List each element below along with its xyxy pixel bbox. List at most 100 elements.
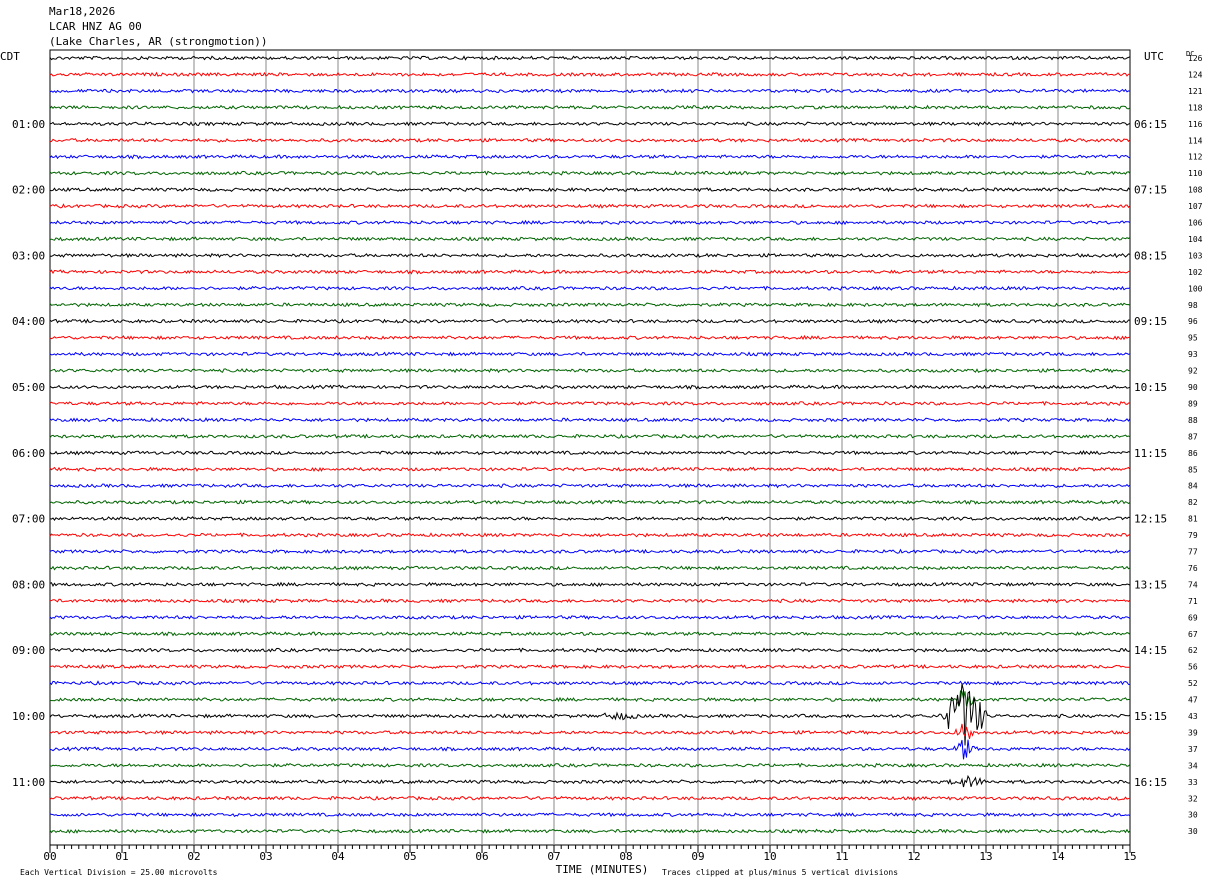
seismic-trace [49, 683, 1131, 746]
x-tick-label: 01 [115, 850, 128, 863]
seismic-trace [49, 466, 1131, 472]
seismic-trace [49, 71, 1130, 77]
x-tick-label: 12 [907, 850, 920, 863]
seismic-trace [49, 795, 1131, 801]
x-tick-label: 02 [187, 850, 200, 863]
dc-value: 39 [1188, 728, 1198, 737]
dc-label: DC [1186, 50, 1194, 58]
utc-hour-label: 15:15 [1134, 710, 1167, 723]
x-tick-label: 03 [259, 850, 272, 863]
seismic-trace [49, 203, 1131, 209]
seismic-trace [49, 104, 1131, 110]
header-station: LCAR HNZ AG 00 [49, 20, 142, 33]
utc-hour-label: 06:15 [1134, 118, 1167, 131]
cdt-hour-label: 03:00 [12, 249, 45, 262]
clip-note: Traces clipped at plus/minus 5 vertical … [662, 868, 898, 877]
dc-value: 100 [1188, 284, 1203, 293]
utc-hour-label: 16:15 [1134, 776, 1167, 789]
cdt-hour-label: 05:00 [12, 381, 45, 394]
cdt-hour-label: 02:00 [12, 184, 45, 197]
seismic-trace [49, 828, 1131, 834]
seismic-trace [49, 285, 1131, 291]
x-tick-label: 09 [691, 850, 704, 863]
seismic-trace [49, 532, 1131, 538]
utc-hour-label: 07:15 [1134, 184, 1167, 197]
seismic-trace [49, 417, 1131, 423]
seismic-trace [49, 723, 1131, 740]
dc-value: 33 [1188, 778, 1198, 787]
dc-value: 74 [1188, 580, 1198, 589]
seismic-trace [49, 318, 1131, 324]
seismic-trace [49, 690, 1131, 707]
seismic-trace [49, 400, 1131, 406]
utc-hour-label: 14:15 [1134, 644, 1167, 657]
seismic-trace [49, 499, 1131, 505]
dc-value: 85 [1188, 465, 1198, 474]
dc-value: 43 [1188, 712, 1198, 721]
utc-hour-label: 09:15 [1134, 315, 1167, 328]
seismic-trace [49, 219, 1131, 226]
x-tick-label: 13 [979, 850, 992, 863]
dc-value: 96 [1188, 317, 1198, 326]
dc-value: 116 [1188, 120, 1203, 129]
dc-value: 34 [1188, 761, 1198, 770]
x-tick-label: 11 [835, 850, 848, 863]
header-date: Mar18,2026 [49, 5, 116, 18]
cdt-hour-label: 09:00 [12, 644, 45, 657]
seismic-trace [49, 170, 1131, 176]
utc-label: UTC [1144, 50, 1164, 63]
dc-value: 79 [1188, 531, 1198, 540]
dc-value: 69 [1188, 613, 1198, 622]
scale-note: Each Vertical Division = 25.00 microvolt… [20, 868, 218, 877]
dc-value: 37 [1188, 745, 1198, 754]
seismic-trace [49, 252, 1131, 259]
seismic-trace [49, 302, 1131, 308]
dc-value: 110 [1188, 169, 1203, 178]
cdt-hour-label: 10:00 [12, 710, 45, 723]
dc-value: 118 [1188, 103, 1203, 112]
seismic-trace [49, 55, 1131, 61]
cdt-hour-label: 06:00 [12, 447, 45, 460]
seismic-trace [50, 598, 1131, 604]
seismic-trace [49, 614, 1131, 620]
dc-value: 30 [1188, 811, 1198, 820]
x-tick-label: 00 [43, 850, 56, 863]
x-tick-label: 04 [331, 850, 345, 863]
dc-value: 114 [1188, 136, 1203, 145]
seismic-trace [49, 483, 1131, 489]
seismic-trace [49, 449, 1131, 456]
dc-value: 56 [1188, 663, 1198, 672]
dc-value: 126 [1188, 54, 1203, 63]
seismic-trace [49, 647, 1131, 653]
seismic-trace [49, 384, 1131, 390]
x-tick-label: 05 [403, 850, 416, 863]
cdt-hour-label: 11:00 [12, 776, 45, 789]
dc-value: 62 [1188, 646, 1198, 655]
x-axis-label: TIME (MINUTES) [556, 863, 649, 876]
dc-value: 102 [1188, 268, 1203, 277]
dc-value: 107 [1188, 202, 1203, 211]
cdt-label: CDT [0, 50, 20, 63]
x-tick-label: 06 [475, 850, 488, 863]
dc-value: 90 [1188, 383, 1198, 392]
utc-hour-label: 12:15 [1134, 513, 1167, 526]
dc-value: 84 [1188, 482, 1198, 491]
dc-value: 93 [1188, 350, 1198, 359]
x-tick-label: 08 [619, 850, 632, 863]
dc-value: 77 [1188, 548, 1198, 557]
seismic-trace [49, 367, 1131, 374]
dc-value: 52 [1188, 679, 1198, 688]
cdt-hour-label: 08:00 [12, 578, 45, 591]
cdt-hour-label: 04:00 [12, 315, 45, 328]
dc-value: 76 [1188, 564, 1198, 573]
seismic-trace [49, 121, 1131, 127]
seismic-trace [49, 774, 1131, 788]
seismic-trace [49, 137, 1131, 143]
dc-value: 67 [1188, 630, 1198, 639]
utc-hour-label: 13:15 [1134, 578, 1167, 591]
seismic-trace [49, 515, 1131, 522]
dc-value: 87 [1188, 432, 1198, 441]
cdt-hour-label: 01:00 [12, 118, 45, 131]
plot-frame [49, 49, 1131, 846]
